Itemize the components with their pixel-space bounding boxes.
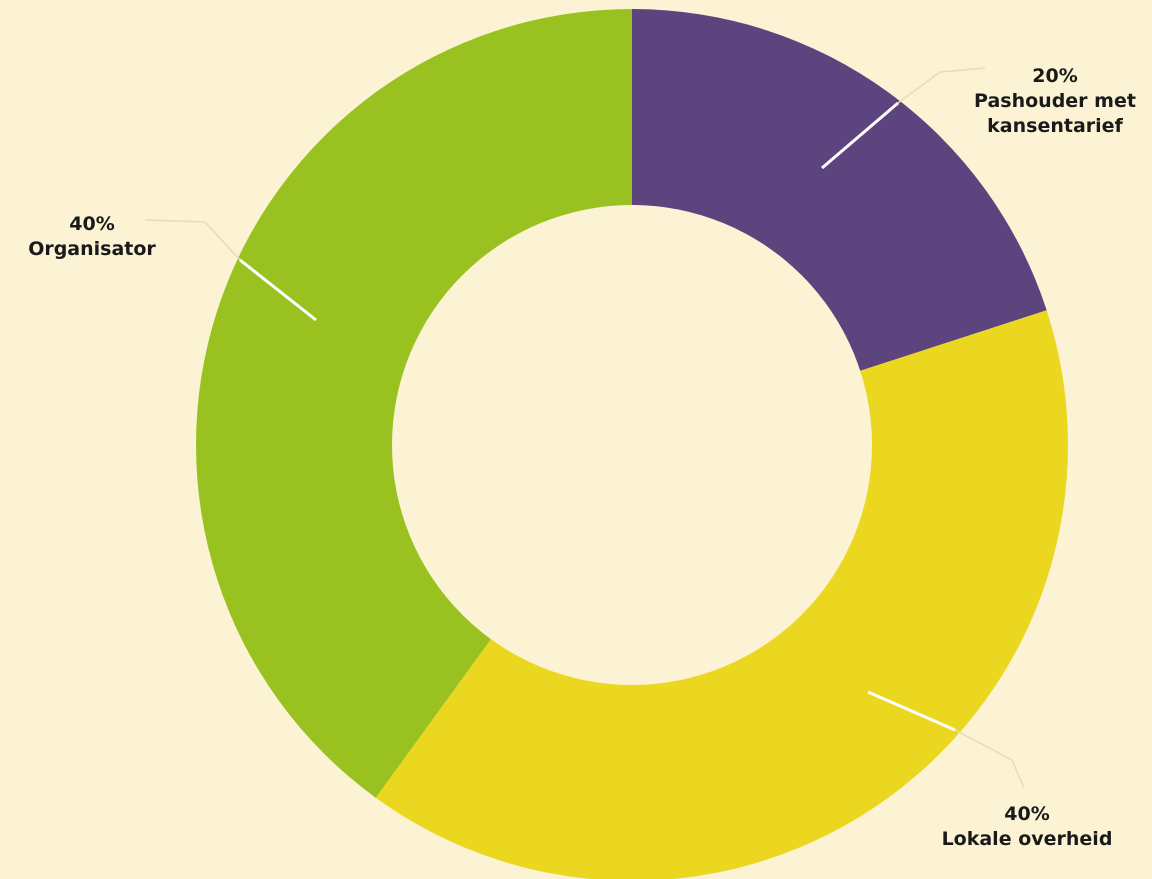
label-organisator: 40% Organisator — [28, 213, 156, 260]
label-line-pashouder: kansentarief — [987, 115, 1123, 137]
label-line-lokale-overheid: Lokale overheid — [942, 828, 1113, 850]
leader-line-pashouder — [821, 101, 899, 170]
leader-extension-pashouder — [897, 67, 986, 104]
label-line-organisator: Organisator — [28, 238, 156, 260]
donut-hole — [392, 205, 872, 685]
label-line-pashouder: Pashouder met — [974, 90, 1136, 112]
label-percent-pashouder: 20% — [1032, 65, 1077, 87]
leader-line-lokale-overheid — [867, 690, 956, 732]
labels-group: 20% Pashouder met kansentarief 40% Lokale ov… — [28, 65, 1136, 850]
leader-line-organisator — [239, 258, 317, 322]
leader-lines-group — [144, 67, 1025, 789]
label-lokale-overheid: 40% Lokale overheid — [942, 803, 1113, 850]
label-percent-lokale-overheid: 40% — [1004, 803, 1049, 825]
leader-extension-organisator — [144, 219, 241, 261]
label-percent-organisator: 40% — [69, 213, 114, 235]
label-pashouder: 20% Pashouder met kansentarief — [974, 65, 1136, 137]
leader-extension-lokale-overheid — [954, 729, 1025, 789]
